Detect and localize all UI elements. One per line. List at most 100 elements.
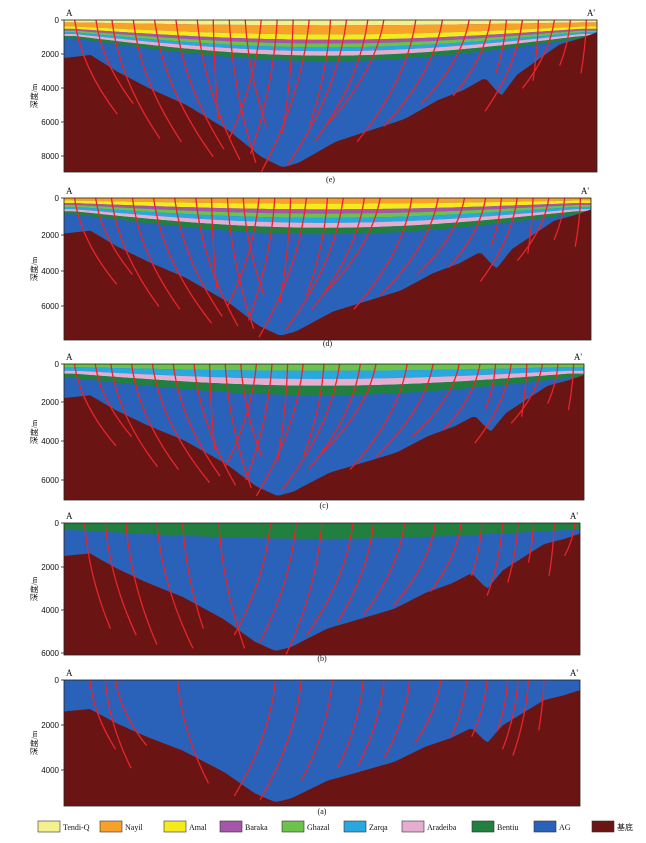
fault-line — [538, 679, 545, 731]
section-end-A-prime: A' — [574, 352, 582, 362]
section-frame — [63, 522, 581, 656]
fault-line — [321, 197, 381, 296]
fault-line — [172, 363, 221, 477]
fault-line — [73, 363, 117, 447]
fault-line — [495, 19, 508, 74]
layer-Baraka — [64, 203, 591, 214]
fault-line — [125, 522, 158, 645]
fault-line — [110, 363, 159, 468]
fault-line — [259, 522, 297, 643]
fault-line — [300, 679, 333, 782]
y-tick-label: 2000 — [41, 563, 59, 572]
y-tick-label: 8000 — [41, 152, 59, 161]
fault-line — [356, 19, 417, 143]
fault-line — [443, 363, 481, 431]
y-tick-label: 4000 — [41, 766, 59, 775]
fault-line — [130, 363, 179, 470]
y-tick-label: 2000 — [41, 50, 59, 59]
y-tick-label: 2000 — [41, 398, 59, 407]
y-tick-label: 0 — [55, 360, 60, 369]
fault-line — [259, 679, 303, 801]
fault-line — [362, 522, 406, 616]
fault-line — [228, 19, 257, 164]
fault-line — [247, 197, 276, 321]
section-panel-c: 0 2000 4000 6000 深度/m A A' (c) — [29, 352, 585, 510]
fault-line — [308, 19, 332, 127]
fault-line — [195, 197, 239, 327]
fault-line — [114, 679, 148, 746]
section-frame — [63, 679, 581, 807]
layer-Aradeiba — [64, 32, 597, 56]
fault-line — [104, 679, 132, 769]
legend-item: Zarqa — [343, 820, 388, 833]
fault-line — [420, 19, 470, 105]
y-tick-label: 4000 — [41, 84, 59, 93]
section-frame — [63, 19, 598, 173]
section-end-A-prime: A' — [570, 511, 578, 521]
legend-swatch — [219, 820, 243, 833]
fault-line — [324, 19, 385, 127]
y-tick-label: 4000 — [41, 437, 59, 446]
legend-item: Baraka — [219, 820, 268, 833]
fault-line — [574, 197, 582, 247]
panel-caption: (e) — [326, 175, 335, 184]
fault-line — [182, 522, 204, 629]
layer-Zarqa — [64, 206, 591, 223]
legend-item: Aradeiba — [401, 820, 457, 833]
fault-line — [512, 679, 530, 756]
y-tick-label: 4000 — [41, 267, 59, 276]
fault-line — [249, 19, 278, 154]
fault-line — [393, 522, 437, 606]
fault-line — [490, 197, 503, 247]
fault-line — [452, 19, 492, 97]
fault-line — [94, 197, 134, 275]
section-end-A-prime: A' — [587, 8, 595, 18]
legend-swatch — [401, 820, 425, 833]
fault-line — [471, 679, 488, 737]
fault-line — [527, 522, 535, 563]
legend-label: Bentiu — [497, 823, 518, 832]
fault-line — [429, 522, 462, 593]
fault-line — [307, 363, 362, 470]
fault-line — [484, 19, 524, 112]
y-tick-label: 0 — [55, 194, 60, 203]
layer-Ghazal — [64, 30, 597, 48]
fault-line — [233, 679, 277, 797]
panel-caption: (a) — [318, 807, 327, 816]
fault-line — [132, 19, 182, 142]
fault-line — [74, 19, 118, 115]
y-axis-label: 深度/m — [29, 730, 39, 755]
layer-Bentiu — [64, 373, 584, 396]
y-tick-label: 0 — [55, 676, 60, 685]
fault-line — [411, 363, 460, 438]
section-frame — [63, 363, 585, 501]
fault-line — [567, 363, 575, 411]
fault-line — [313, 19, 369, 142]
section-panel-e: 0 2000 4000 6000 8000 深度/m A A' (e) — [29, 8, 598, 184]
fault-line — [521, 19, 556, 89]
fault-line — [111, 19, 161, 139]
fault-line — [224, 363, 258, 468]
fault-line — [285, 522, 323, 656]
fault-line — [416, 197, 466, 276]
layer-Aradeiba — [64, 370, 584, 386]
fault-line — [233, 522, 272, 636]
layer-AG — [64, 198, 591, 336]
legend-item: Amal — [163, 820, 208, 833]
fault-line — [318, 363, 377, 457]
layer-Aradeiba — [64, 209, 591, 228]
layer-Ghazal — [64, 205, 591, 218]
section-panel-b: 0 2000 4000 6000 深度/m A A' (b) — [29, 511, 581, 663]
layer-Bentiu — [64, 523, 580, 539]
y-axis-label: 深度/m — [29, 83, 39, 108]
y-axis-label: 深度/m — [29, 256, 39, 281]
legend-label: Baraka — [245, 823, 268, 832]
fault-line — [349, 363, 408, 470]
legend-item: Tendi-Q — [37, 820, 90, 833]
legend-label: AG — [559, 823, 571, 832]
fault-line — [520, 363, 528, 417]
section-end-A-prime: A' — [581, 186, 589, 196]
fault-line — [156, 522, 194, 649]
layer-Bentiu — [64, 32, 597, 62]
